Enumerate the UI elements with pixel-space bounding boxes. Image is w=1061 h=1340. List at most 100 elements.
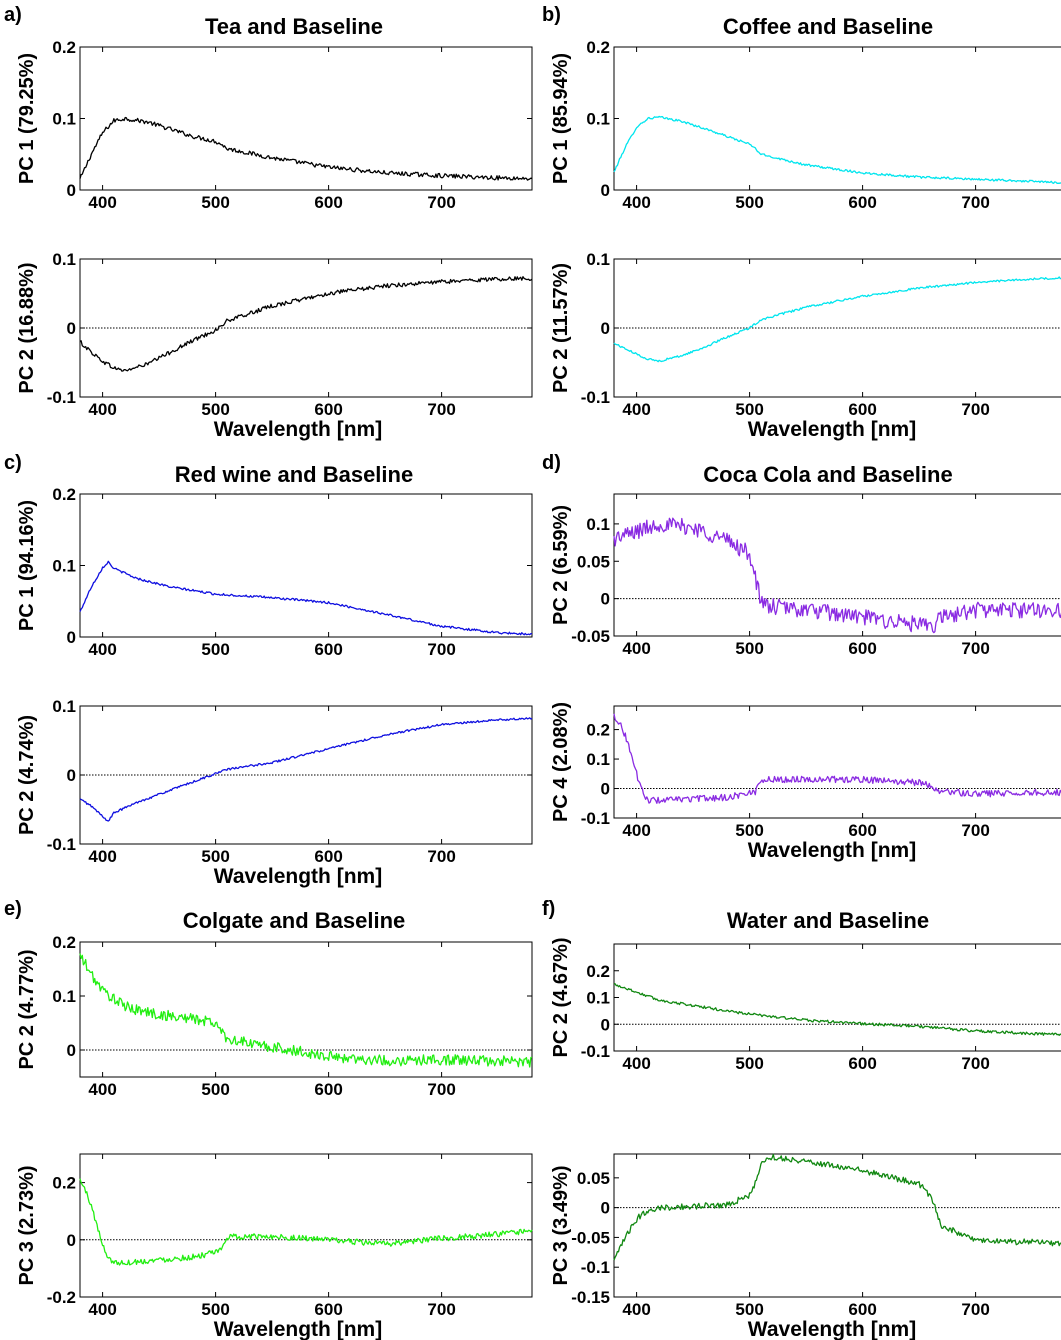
axes-box	[613, 705, 1061, 819]
y-tick-label: 0	[67, 319, 76, 338]
y-tick-label: 0.05	[577, 1169, 610, 1188]
series-line	[613, 713, 1061, 804]
series-line	[613, 115, 1061, 185]
x-tick-label: 700	[961, 1300, 989, 1319]
subplot-2: 400 500 600 700 -0.1 0 0.1 PC 2 (4.74%) Waveleng…	[16, 697, 533, 888]
panel-coca-cola-and-baseline: d) Coca Cola and Baseline 400 500 600 700 -0.0…	[542, 452, 1061, 862]
x-tick-label: 700	[961, 1054, 989, 1073]
subplot-1: 400 500 600 700 0 0.1 0.2 PC 1 (94.16%)	[16, 485, 533, 659]
y-tick-label: 0.2	[586, 38, 610, 57]
panel-title: Red wine and Baseline	[175, 462, 413, 487]
y-tick-label: 0	[601, 780, 610, 799]
x-tick-label: 600	[314, 400, 342, 419]
x-tick-label: 600	[314, 1300, 342, 1319]
x-tick-label: 600	[848, 639, 876, 658]
y-tick-label: 0	[601, 181, 610, 200]
x-tick-label: 600	[848, 1054, 876, 1073]
x-axis-label: Wavelength [nm]	[214, 418, 382, 441]
y-axis-label: PC 2 (16.88%)	[16, 262, 38, 393]
y-tick-label: 0.1	[586, 250, 610, 269]
x-tick-label: 500	[735, 1300, 763, 1319]
y-tick-label: -0.1	[47, 835, 76, 854]
y-tick-label: 0.2	[586, 962, 610, 981]
y-axis-label: PC 1 (79.25%)	[16, 53, 38, 184]
x-tick-label: 700	[427, 1300, 455, 1319]
x-tick-label: 500	[201, 640, 229, 659]
x-axis-label: Wavelength [nm]	[748, 1318, 916, 1340]
x-tick-label: 700	[961, 400, 989, 419]
y-axis-label: PC 4 (2.08%)	[550, 702, 572, 822]
x-tick-label: 400	[88, 847, 116, 866]
y-tick-label: 0	[601, 319, 610, 338]
y-tick-label: 0.1	[586, 750, 610, 769]
panel-colgate-and-baseline: e) Colgate and Baseline 400 500 600 700 0 0.1 0.…	[4, 898, 533, 1340]
x-tick-label: 700	[961, 821, 989, 840]
panel-coffee-and-baseline: b) Coffee and Baseline 400 500 600 700 0 0.1 0.2…	[542, 4, 1061, 441]
x-tick-label: 700	[427, 847, 455, 866]
x-tick-label: 600	[314, 640, 342, 659]
series-line	[613, 276, 1061, 363]
x-tick-label: 400	[88, 400, 116, 419]
x-tick-label: 400	[622, 193, 650, 212]
y-tick-label: 0.2	[52, 933, 76, 952]
y-tick-label: -0.2	[47, 1288, 76, 1307]
panel-label: b)	[542, 4, 561, 26]
panel-title: Coca Cola and Baseline	[703, 462, 952, 487]
y-tick-label: 0	[67, 1231, 76, 1250]
y-tick-label: 0.1	[586, 515, 610, 534]
y-tick-label: 0.1	[52, 697, 76, 716]
y-tick-label: -0.1	[581, 809, 610, 828]
y-tick-label: 0.05	[577, 552, 610, 571]
y-tick-label: 0.1	[52, 557, 76, 576]
y-axis-label: PC 1 (85.94%)	[550, 53, 572, 184]
axes-box	[613, 1153, 1061, 1298]
y-tick-label: -0.05	[571, 1228, 610, 1247]
x-axis-label: Wavelength [nm]	[748, 418, 916, 441]
x-tick-label: 500	[201, 193, 229, 212]
x-tick-label: 500	[735, 1054, 763, 1073]
y-tick-label: 0.1	[52, 110, 76, 129]
y-tick-label: -0.1	[581, 388, 610, 407]
x-tick-label: 400	[622, 1054, 650, 1073]
series-line	[79, 1178, 533, 1266]
series-line	[79, 560, 533, 636]
x-tick-label: 700	[961, 193, 989, 212]
x-axis-label: Wavelength [nm]	[214, 865, 382, 888]
x-tick-label: 500	[735, 639, 763, 658]
y-tick-label: 0	[67, 181, 76, 200]
axes-box	[613, 943, 1061, 1052]
x-tick-label: 400	[88, 640, 116, 659]
x-tick-label: 700	[427, 1080, 455, 1099]
x-tick-label: 700	[961, 639, 989, 658]
panel-label: d)	[542, 452, 561, 474]
x-tick-label: 400	[88, 1080, 116, 1099]
subplot-2: 400 500 600 700 -0.1 0 0.1 PC 2 (16.88%) Wavelen…	[16, 250, 533, 441]
axes-box	[79, 46, 533, 191]
y-tick-label: -0.1	[47, 388, 76, 407]
panel-title: Colgate and Baseline	[183, 908, 406, 933]
panel-water-and-baseline: f) Water and Baseline 400 500 600 700 -0.1 0 0.1…	[542, 898, 1061, 1340]
x-tick-label: 400	[88, 1300, 116, 1319]
subplot-1: 400 500 600 700 0 0.1 0.2 PC 1 (85.94%)	[550, 38, 1061, 212]
x-tick-label: 600	[314, 847, 342, 866]
panel-tea-and-baseline: a) Tea and Baseline 400 500 600 700 0 0.1 0.2 PC …	[4, 4, 533, 441]
subplot-1: 400 500 600 700 -0.05 0 0.05 0.1 PC 2 (6.59%)	[550, 493, 1061, 658]
panel-label: c)	[4, 452, 22, 474]
subplot-2: 400 500 600 700 -0.1 0 0.1 0.2 PC 4 (2.08%) Wavel…	[550, 702, 1061, 862]
y-tick-label: 0.1	[52, 987, 76, 1006]
subplot-1: 400 500 600 700 0 0.1 0.2 PC 2 (4.77%)	[16, 933, 533, 1099]
axes-box	[79, 941, 533, 1078]
y-tick-label: 0.2	[52, 1174, 76, 1193]
x-tick-label: 700	[427, 193, 455, 212]
series-line	[79, 116, 533, 181]
subplot-2: 400 500 600 700 -0.2 0 0.2 PC 3 (2.73%) Waveleng…	[16, 1153, 533, 1340]
series-line	[79, 953, 533, 1068]
y-tick-label: 0	[67, 766, 76, 785]
x-tick-label: 600	[848, 400, 876, 419]
x-tick-label: 500	[201, 1080, 229, 1099]
x-tick-label: 400	[622, 400, 650, 419]
panel-label: e)	[4, 898, 22, 920]
y-axis-label: PC 3 (2.73%)	[16, 1165, 38, 1285]
panel-title: Water and Baseline	[727, 908, 929, 933]
